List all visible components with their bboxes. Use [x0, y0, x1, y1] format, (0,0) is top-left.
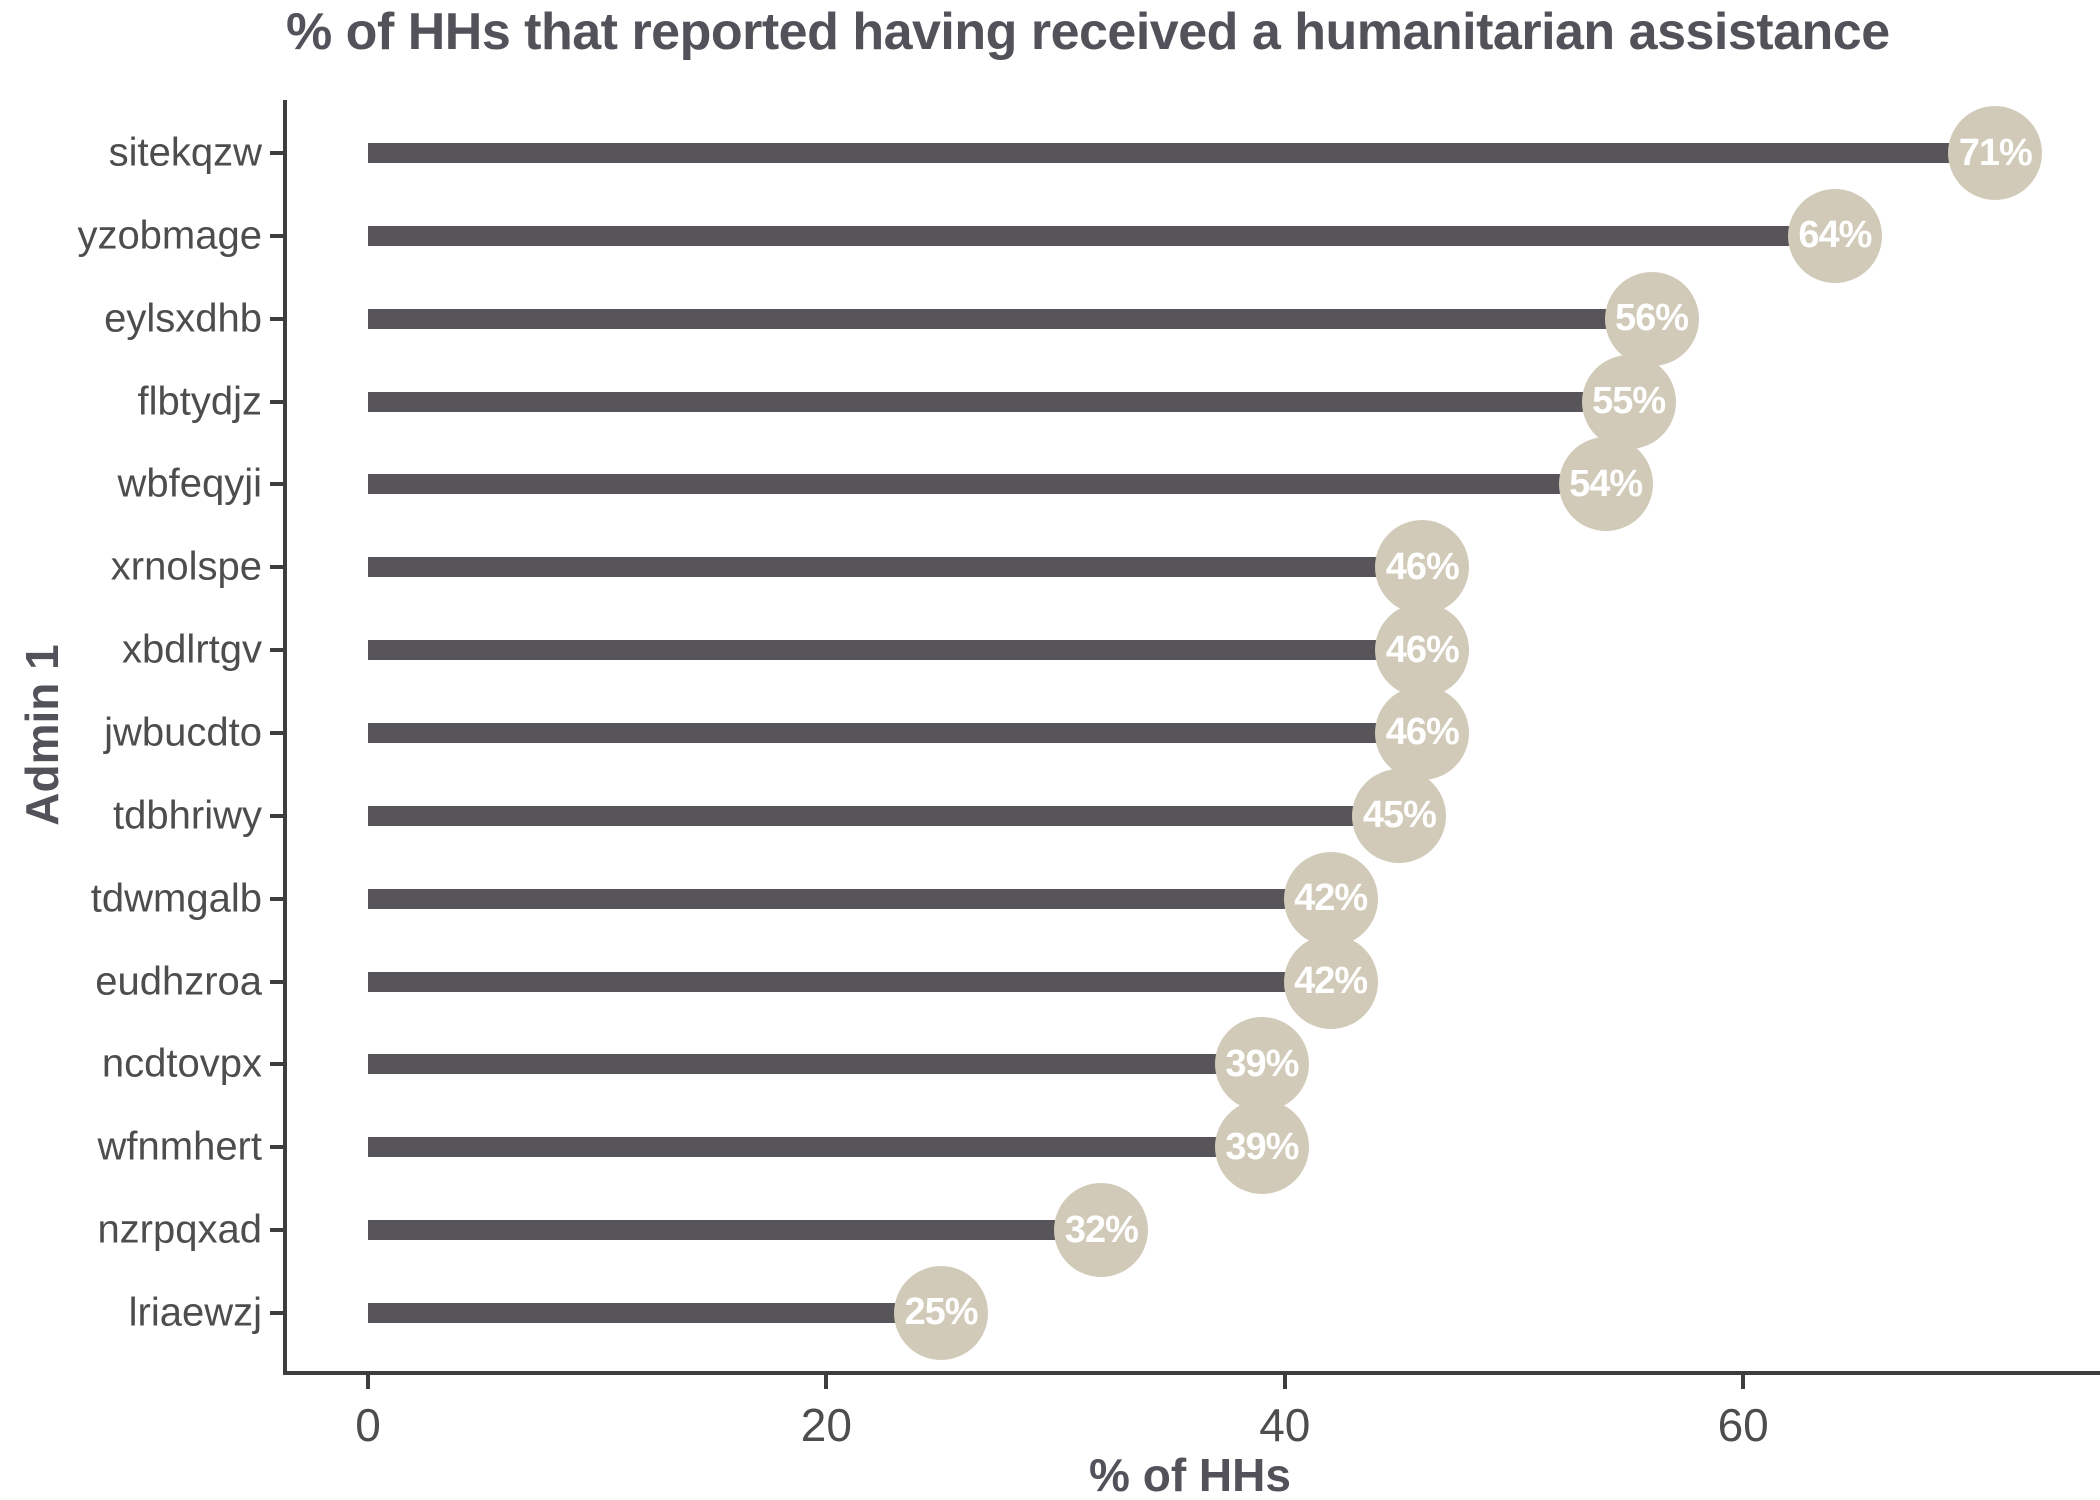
x-axis-tick-mark [1741, 1375, 1746, 1389]
lollipop-bar [368, 391, 1629, 412]
value-label: 54% [1569, 462, 1643, 505]
value-label: 42% [1294, 877, 1368, 920]
y-axis-tick-mark [270, 896, 284, 901]
lollipop-marker: 25% [894, 1265, 988, 1360]
lollipop-marker: 64% [1787, 188, 1882, 283]
y-axis-category-label: sitekqzw [108, 130, 262, 175]
lollipop-bar [368, 805, 1400, 826]
y-axis-tick-mark [270, 648, 284, 653]
y-axis-tick-mark [270, 813, 284, 818]
y-axis-category-label: eudhzroa [95, 959, 262, 1004]
y-axis-tick-mark [270, 979, 284, 984]
x-axis-tick-label: 60 [1717, 1399, 1769, 1451]
lollipop-marker: 71% [1948, 106, 2043, 200]
lollipop-marker: 55% [1581, 354, 1676, 449]
value-label: 46% [1385, 628, 1460, 671]
lollipop-marker: 39% [1214, 1100, 1309, 1195]
y-axis-category-label: ncdtovpx [101, 1041, 262, 1086]
lollipop-bar [368, 722, 1423, 743]
lollipop-marker: 46% [1375, 603, 1470, 698]
lollipop-bar [368, 557, 1423, 578]
x-axis-tick-label: 0 [355, 1399, 381, 1451]
y-axis-tick-mark [270, 151, 284, 155]
lollipop-bar [368, 474, 1606, 495]
value-label: 55% [1592, 380, 1666, 423]
lollipop-bar [368, 1302, 941, 1323]
y-axis-tick-mark [270, 482, 284, 487]
y-axis-category-label: tdwmgalb [90, 876, 262, 921]
lollipop-bar [368, 308, 1652, 329]
y-axis-title: Admin 1 [16, 644, 68, 826]
y-axis-tick-mark [270, 233, 284, 238]
x-axis-title: % of HHs [1089, 1449, 1291, 1500]
y-axis-category-label: nzrpqxad [97, 1207, 262, 1252]
lollipop-bar [368, 225, 1835, 246]
value-label: 39% [1225, 1125, 1299, 1168]
lollipop-marker: 45% [1352, 768, 1447, 863]
value-label: 39% [1225, 1042, 1299, 1085]
lollipop-bar [368, 1054, 1262, 1075]
lollipop-bar [368, 1220, 1102, 1241]
value-label: 25% [904, 1291, 978, 1334]
value-label: 56% [1614, 297, 1689, 340]
value-label: 46% [1385, 545, 1460, 588]
x-axis-tick-label: 40 [1259, 1399, 1311, 1451]
y-axis-category-label: yzobmage [77, 213, 262, 258]
value-label: 45% [1362, 794, 1437, 837]
lollipop-marker: 46% [1375, 685, 1470, 780]
lollipop-marker: 54% [1558, 437, 1653, 532]
value-label: 32% [1064, 1208, 1139, 1251]
lollipop-marker: 32% [1054, 1183, 1149, 1278]
y-axis-category-label: lriaewzj [128, 1290, 262, 1335]
lollipop-marker: 42% [1283, 851, 1378, 946]
x-axis-tick-mark [824, 1375, 829, 1389]
y-axis-category-label: jwbucdto [104, 710, 262, 755]
y-axis-tick-mark [270, 316, 284, 321]
x-axis-tick-label: 20 [800, 1399, 852, 1451]
lollipop-bar [368, 640, 1423, 661]
value-label: 46% [1385, 711, 1460, 754]
y-axis-category-label: flbtydjz [137, 379, 263, 424]
chart-title: % of HHs that reported having received a… [286, 3, 1890, 61]
lollipop-bar [368, 888, 1331, 909]
value-label: 42% [1294, 960, 1368, 1003]
x-axis-tick-mark [366, 1375, 370, 1389]
lollipop-marker: 39% [1214, 1017, 1309, 1112]
y-axis-tick-mark [270, 399, 284, 404]
y-axis-tick-mark [270, 1145, 284, 1150]
y-axis-category-label: wbfeqyji [117, 461, 262, 506]
y-axis-category-label: tdbhriwy [113, 793, 262, 838]
value-label: 64% [1798, 214, 1872, 257]
lollipop-bar [368, 143, 1996, 163]
y-axis-line [283, 100, 287, 1375]
x-axis-line [283, 1371, 2100, 1375]
y-axis-tick-mark [270, 565, 284, 570]
lollipop-marker: 46% [1375, 520, 1470, 615]
y-axis-tick-mark [270, 1062, 284, 1067]
y-axis-category-label: xbdlrtgv [121, 627, 262, 672]
y-axis-tick-mark [270, 730, 284, 735]
value-label: 71% [1958, 131, 2033, 174]
y-axis-category-label: eylsxdhb [104, 296, 262, 341]
lollipop-marker: 56% [1604, 271, 1699, 366]
lollipop-marker: 42% [1283, 934, 1378, 1029]
lollipop-bar [368, 1137, 1262, 1158]
x-axis-tick-mark [1282, 1375, 1287, 1389]
lollipop-bar [368, 971, 1331, 992]
y-axis-tick-mark [270, 1310, 284, 1315]
y-axis-category-label: xrnolspe [110, 544, 262, 589]
y-axis-tick-mark [270, 1228, 284, 1233]
y-axis-category-label: wfnmhert [97, 1124, 263, 1169]
